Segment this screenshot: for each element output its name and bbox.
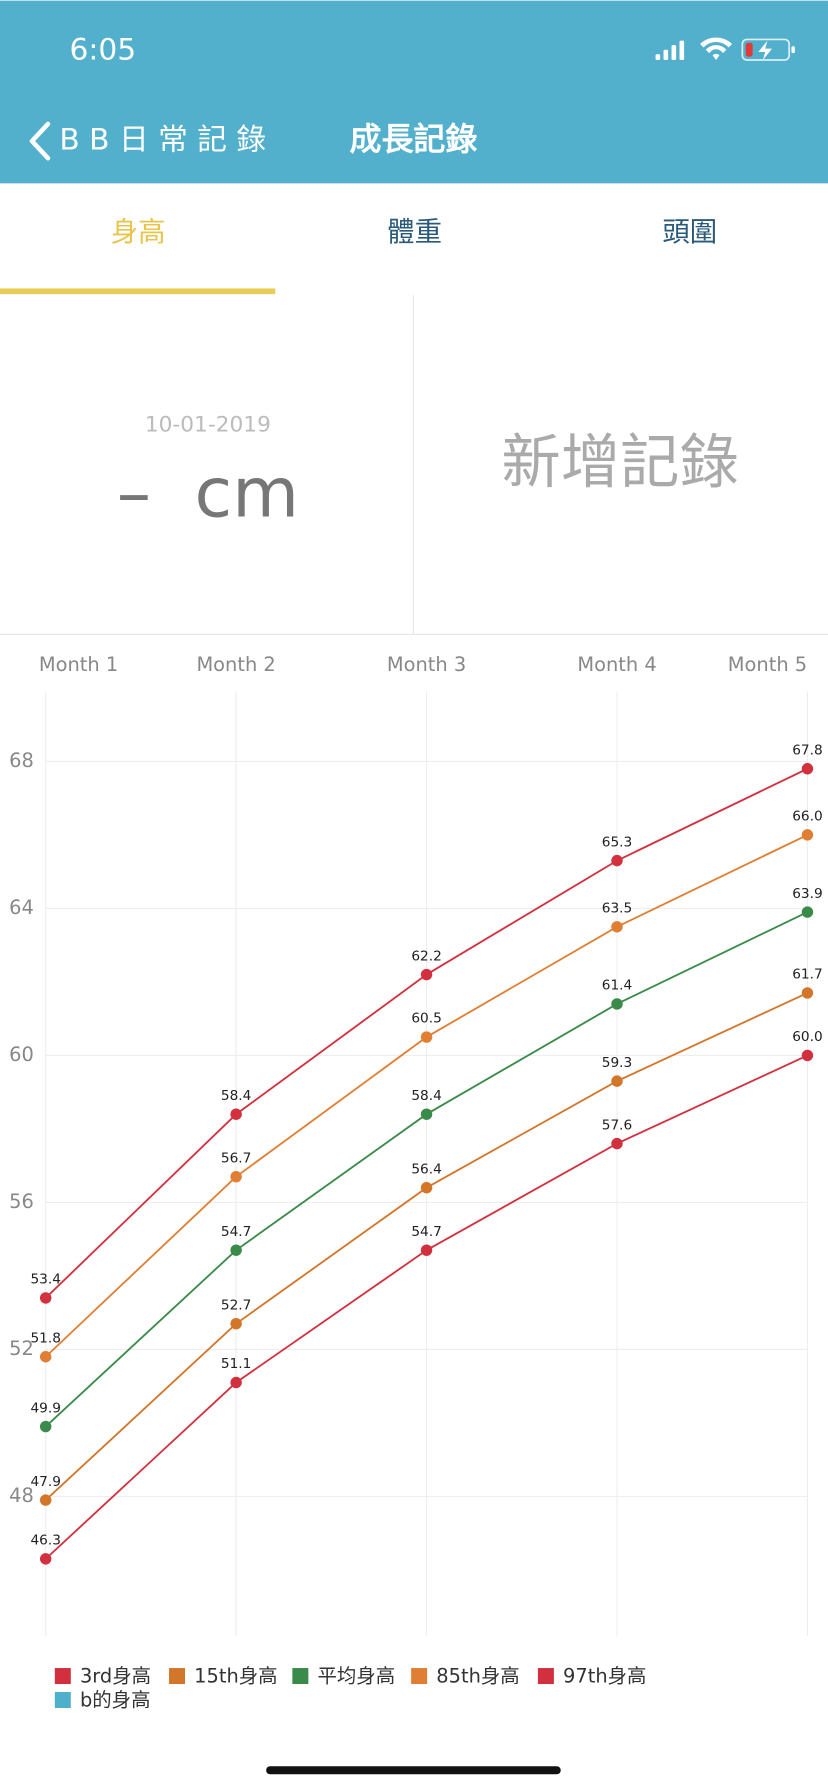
data-label: 49.9	[30, 1400, 60, 1416]
data-point	[420, 1108, 433, 1120]
data-label: 66.0	[792, 809, 822, 825]
y-tick-label: 64	[9, 896, 34, 919]
y-tick-label: 56	[9, 1190, 34, 1213]
data-label: 51.8	[30, 1330, 60, 1346]
x-tick-label: Month 5	[728, 653, 807, 676]
y-tick-label: 60	[9, 1043, 34, 1066]
data-label: 57.6	[602, 1117, 632, 1133]
legend-label: 85th身高	[436, 1665, 519, 1688]
legend-swatch	[54, 1692, 71, 1709]
legend-swatch	[169, 1668, 186, 1685]
data-point	[611, 921, 623, 933]
data-label: 56.4	[411, 1161, 441, 1177]
x-tick-label: Month 4	[577, 653, 656, 676]
back-label[interactable]: B B 日 常 記 錄	[59, 123, 266, 158]
data-point	[611, 854, 623, 867]
legend-label: b的身高	[80, 1689, 151, 1712]
x-tick-label: Month 1	[39, 653, 118, 676]
data-point	[611, 1137, 623, 1150]
y-tick-label: 52	[9, 1337, 34, 1360]
add-record[interactable]: 新增記錄	[501, 429, 739, 498]
legend-label: 15th身高	[194, 1665, 277, 1688]
data-label: 59.3	[602, 1055, 632, 1071]
data-label: 53.4	[30, 1272, 60, 1288]
legend-label: 平均身高	[317, 1665, 395, 1688]
data-label: 54.7	[221, 1224, 251, 1240]
data-label: 54.7	[411, 1224, 441, 1240]
data-point	[801, 829, 814, 841]
data-point	[39, 1420, 52, 1433]
y-tick-label: 48	[9, 1484, 34, 1507]
legend-label: 3rd身高	[80, 1665, 151, 1688]
data-label: 60.5	[411, 1011, 441, 1027]
data-label: 46.3	[30, 1533, 60, 1549]
nav-title: 成長記錄	[349, 120, 477, 158]
data-point	[230, 1244, 242, 1256]
back-chevron[interactable]	[29, 121, 51, 161]
data-label: 61.4	[602, 978, 632, 994]
data-label: 52.7	[221, 1297, 251, 1313]
data-label: 51.1	[221, 1356, 251, 1372]
data-label: 63.5	[602, 901, 632, 917]
legend-label: 97th身高	[563, 1665, 646, 1688]
tab[interactable]: 頭圍	[662, 217, 717, 248]
data-point	[39, 1494, 52, 1506]
data-label: 63.9	[792, 886, 822, 902]
status-icons	[655, 37, 795, 61]
data-label: 65.3	[602, 834, 632, 850]
header-bg	[0, 0, 828, 184]
data-point	[801, 1049, 814, 1062]
data-label: 61.7	[792, 967, 822, 983]
data-label: 58.4	[221, 1088, 251, 1104]
x-tick-label: Month 2	[196, 653, 275, 676]
data-point	[611, 1075, 623, 1087]
tab[interactable]: 身高	[111, 217, 166, 248]
data-point	[230, 1108, 242, 1120]
data-label: 58.4	[411, 1088, 441, 1104]
data-point	[420, 1181, 433, 1194]
home-indicator	[266, 1766, 561, 1775]
data-point	[230, 1170, 242, 1183]
legend-swatch	[537, 1668, 554, 1685]
data-point	[420, 968, 433, 981]
data-point	[801, 987, 814, 999]
data-point	[801, 763, 814, 775]
x-tick-label: Month 3	[387, 653, 466, 676]
data-label: 47.9	[30, 1474, 60, 1490]
data-point	[801, 906, 814, 918]
tab[interactable]: 體重	[387, 217, 442, 248]
data-point	[420, 1244, 433, 1256]
data-point	[230, 1317, 242, 1330]
status-time: 6:05	[69, 32, 136, 67]
legend-swatch	[292, 1668, 309, 1685]
data-label: 60.0	[792, 1029, 822, 1045]
summary-value: – cm	[117, 453, 299, 533]
data-point	[39, 1351, 52, 1363]
summary-date: 10-01-2019	[145, 412, 271, 437]
data-label: 56.7	[221, 1150, 251, 1166]
data-point	[420, 1031, 433, 1043]
data-label: 67.8	[792, 742, 822, 758]
data-point	[39, 1553, 52, 1565]
tab-indicator	[0, 288, 276, 295]
data-point	[230, 1376, 242, 1389]
chart: Month 1 Month 2 Month 3 Month 4 Month 548525…	[9, 653, 823, 1712]
data-point	[611, 998, 623, 1010]
data-point	[39, 1292, 52, 1304]
y-tick-label: 68	[9, 749, 34, 772]
legend-swatch	[411, 1668, 428, 1685]
data-label: 62.2	[411, 948, 441, 964]
legend-swatch	[54, 1668, 71, 1685]
